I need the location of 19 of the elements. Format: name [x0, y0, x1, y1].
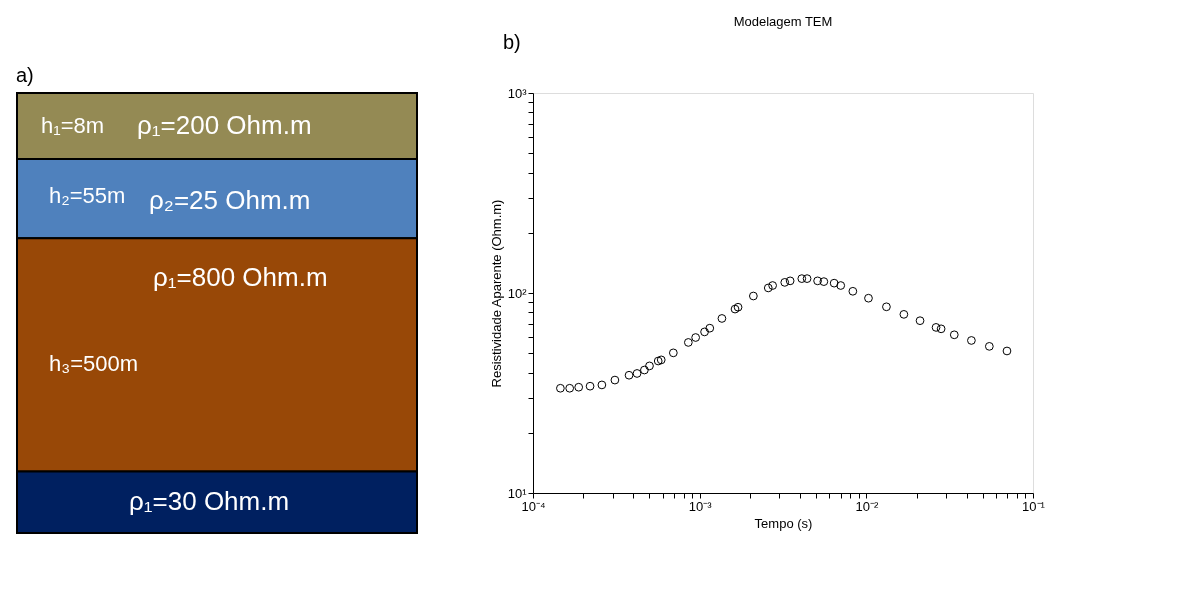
y-tick-label: 10³: [507, 85, 528, 101]
text: h₃=500m: [49, 350, 139, 376]
text: h₂=55m: [49, 183, 126, 209]
x-tick-label: 10⁻⁴: [521, 498, 546, 514]
x-tick-label: 10⁻¹: [1022, 498, 1046, 514]
text: b): [503, 31, 521, 53]
y-tick-label: 10¹: [507, 485, 528, 501]
chart-title: Modelagem TEM: [733, 14, 833, 29]
text: ρ₁=30 Ohm.m: [129, 486, 290, 517]
x-axis-title: Tempo (s): [754, 515, 813, 531]
text: ρ₁=800 Ohm.m: [153, 261, 328, 292]
text: ρ₁=200 Ohm.m: [137, 110, 312, 140]
x-tick-label: 10⁻³: [688, 498, 713, 514]
x-tick-label: 10⁻²: [855, 498, 879, 514]
text: a): [16, 64, 34, 86]
text: ρ₂=25 Ohm.m: [149, 184, 311, 215]
y-axis-title: Resistividade Aparente (Ohm.m): [488, 199, 504, 388]
y-tick-label: 10²: [507, 285, 528, 301]
text: h₁=8m: [41, 113, 105, 138]
